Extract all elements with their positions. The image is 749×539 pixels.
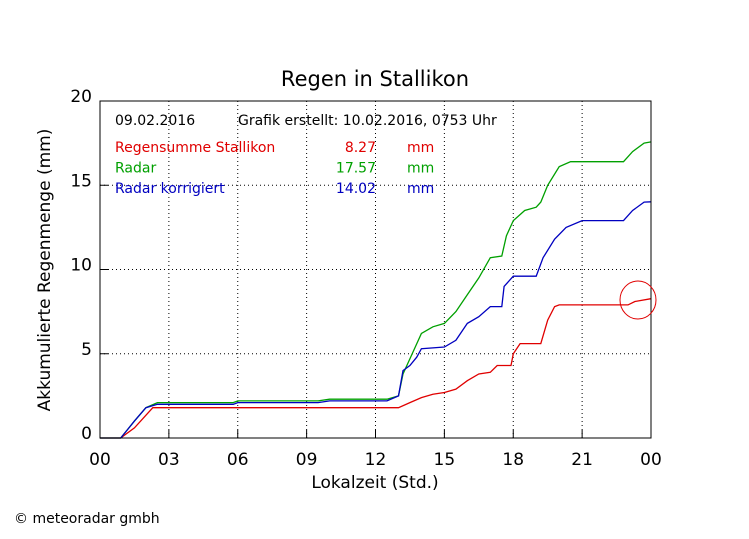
legend-total: 8.27 bbox=[345, 140, 376, 156]
y-tick-label: 0 bbox=[81, 424, 92, 444]
x-tick-label: 21 bbox=[571, 450, 593, 470]
footer: © meteoradar gmbh bbox=[14, 511, 160, 527]
y-tick-label: 5 bbox=[81, 340, 92, 360]
chart-title: Regen in Stallikon bbox=[281, 67, 469, 91]
highlight-circle bbox=[619, 280, 657, 320]
y-tick-label: 15 bbox=[70, 171, 92, 191]
legend-unit: mm bbox=[407, 140, 434, 156]
legend-label: Radar bbox=[115, 161, 156, 177]
legend-label: Regensumme Stallikon bbox=[115, 140, 275, 156]
legend-unit: mm bbox=[407, 181, 434, 197]
legend-total: 17.57 bbox=[336, 161, 376, 177]
series-line bbox=[100, 201, 652, 439]
x-tick-label: 06 bbox=[227, 450, 249, 470]
x-tick-label: 09 bbox=[296, 450, 318, 470]
y-axis-label: Akkumulierte Regenmenge (mm) bbox=[35, 129, 55, 412]
x-axis-label: Lokalzeit (Std.) bbox=[311, 473, 438, 493]
created: Grafik erstellt: 10.02.2016, 0753 Uhr bbox=[238, 113, 497, 129]
legend-unit: mm bbox=[407, 161, 434, 177]
date: 09.02.2016 bbox=[115, 113, 195, 129]
x-tick-label: 00 bbox=[640, 450, 662, 470]
x-tick-label: 03 bbox=[158, 450, 180, 470]
legend-total: 14.02 bbox=[336, 181, 376, 197]
series-line bbox=[100, 298, 652, 439]
legend-label: Radar korrigiert bbox=[115, 181, 225, 197]
x-tick-label: 18 bbox=[502, 450, 524, 470]
y-tick-label: 10 bbox=[70, 256, 92, 276]
x-tick-label: 00 bbox=[89, 450, 111, 470]
y-tick-label: 20 bbox=[70, 87, 92, 107]
series-line bbox=[100, 141, 652, 439]
x-tick-label: 15 bbox=[434, 450, 456, 470]
x-tick-label: 12 bbox=[365, 450, 387, 470]
